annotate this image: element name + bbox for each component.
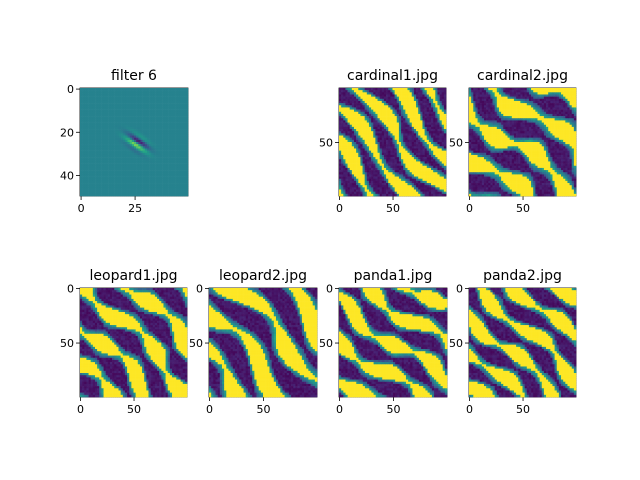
- heatmap-cells: [469, 288, 577, 398]
- y-tick-label: 0: [456, 283, 463, 296]
- x-tick-label: 25: [128, 202, 142, 215]
- x-tick-label: 0: [466, 403, 473, 416]
- subplot-title: leopard1.jpg: [90, 268, 178, 284]
- heatmap-cells: [80, 288, 188, 398]
- heatmap-cells: [80, 88, 189, 197]
- y-tick-label: 0: [67, 83, 74, 96]
- y-tick-label: 0: [67, 283, 74, 296]
- x-tick-label: 50: [386, 202, 400, 215]
- subplot-title: panda1.jpg: [354, 268, 433, 284]
- heatmap-cells: [339, 288, 448, 398]
- x-tick-label: 50: [127, 403, 141, 416]
- subplot-title: leopard2.jpg: [219, 268, 307, 284]
- y-tick-label: 50: [449, 337, 463, 350]
- y-tick-label: 40: [60, 169, 74, 182]
- y-tick-label: 50: [449, 137, 463, 150]
- heatmap-cells: [469, 88, 577, 197]
- y-tick-label: 0: [326, 283, 333, 296]
- y-tick-label: 50: [189, 337, 203, 350]
- x-tick-label: 0: [336, 202, 343, 215]
- x-tick-label: 0: [78, 202, 85, 215]
- x-tick-label: 50: [387, 403, 401, 416]
- x-tick-label: 50: [516, 202, 530, 215]
- y-tick-label: 50: [319, 337, 333, 350]
- x-tick-label: 0: [466, 202, 473, 215]
- subplot-1: filter 6 0 25 0 20 40: [60, 68, 189, 215]
- heatmap-cells: [339, 88, 447, 197]
- y-tick-label: 20: [60, 126, 74, 139]
- y-tick-label: 50: [60, 337, 74, 350]
- x-tick-label: 0: [77, 403, 84, 416]
- subplot-title: cardinal1.jpg: [347, 68, 438, 84]
- subplot-title: panda2.jpg: [483, 268, 562, 284]
- y-tick-label: 0: [196, 283, 203, 296]
- subplot-title: filter 6: [111, 68, 157, 84]
- x-tick-label: 0: [206, 403, 213, 416]
- x-tick-label: 50: [516, 403, 530, 416]
- subplot-title: cardinal2.jpg: [477, 68, 568, 84]
- y-tick-label: 50: [319, 137, 333, 150]
- x-tick-label: 0: [336, 403, 343, 416]
- subplot-7: panda2.jpg 0 50 0 50: [449, 268, 577, 416]
- x-tick-label: 50: [257, 403, 271, 416]
- heatmap-cells: [209, 288, 318, 398]
